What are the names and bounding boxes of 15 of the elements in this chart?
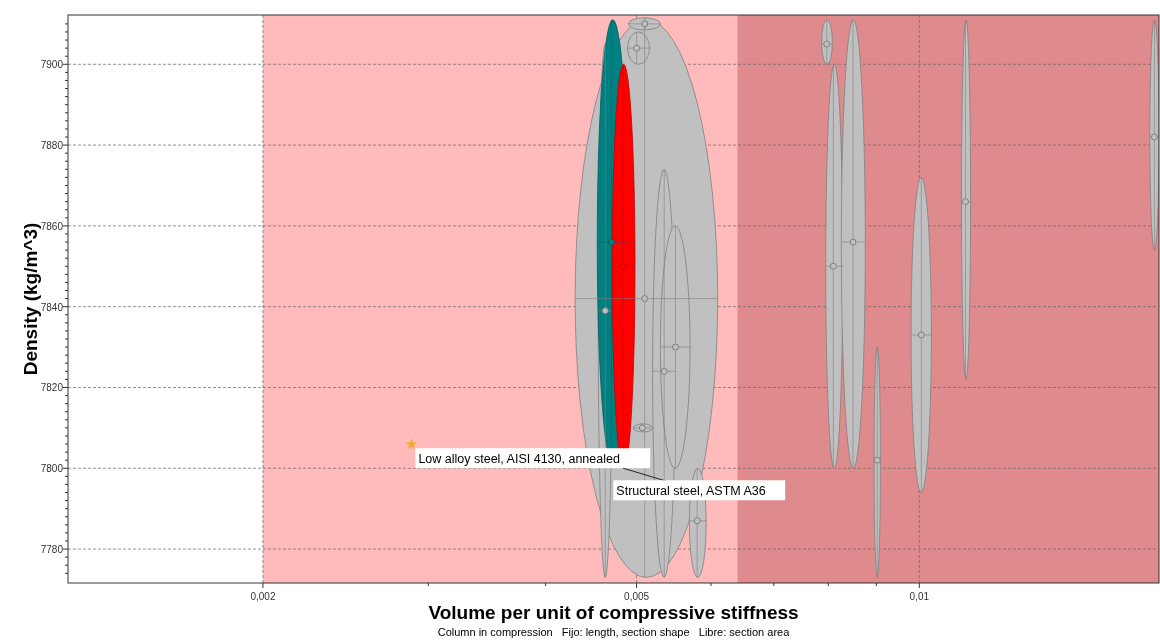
annotation: Structural steel, ASTM A36: [616, 484, 766, 499]
y-axis-title: Density (kg/m^3): [20, 222, 41, 376]
x-tick-label: 0,01: [909, 591, 930, 602]
x-tick-label: 0,005: [624, 591, 650, 602]
y-tick-label: 7880: [40, 140, 64, 152]
y-tick-label: 7860: [40, 220, 64, 232]
x-axis-title: Volume per unit of compressive stiffness: [428, 602, 799, 623]
y-tick-label: 7780: [40, 544, 64, 556]
x-tick-label: 0,002: [250, 591, 276, 602]
text: Column in compression Fijo: length, section shape Libre: section area: [437, 626, 791, 638]
y-tick-label: 7900: [40, 59, 64, 71]
y-tick-label: 7840: [40, 301, 64, 313]
annotation: Low alloy steel, AISI 4130, annealed: [418, 452, 620, 467]
y-tick-label: 7820: [40, 382, 64, 394]
y-tick-label: 7800: [40, 463, 64, 475]
